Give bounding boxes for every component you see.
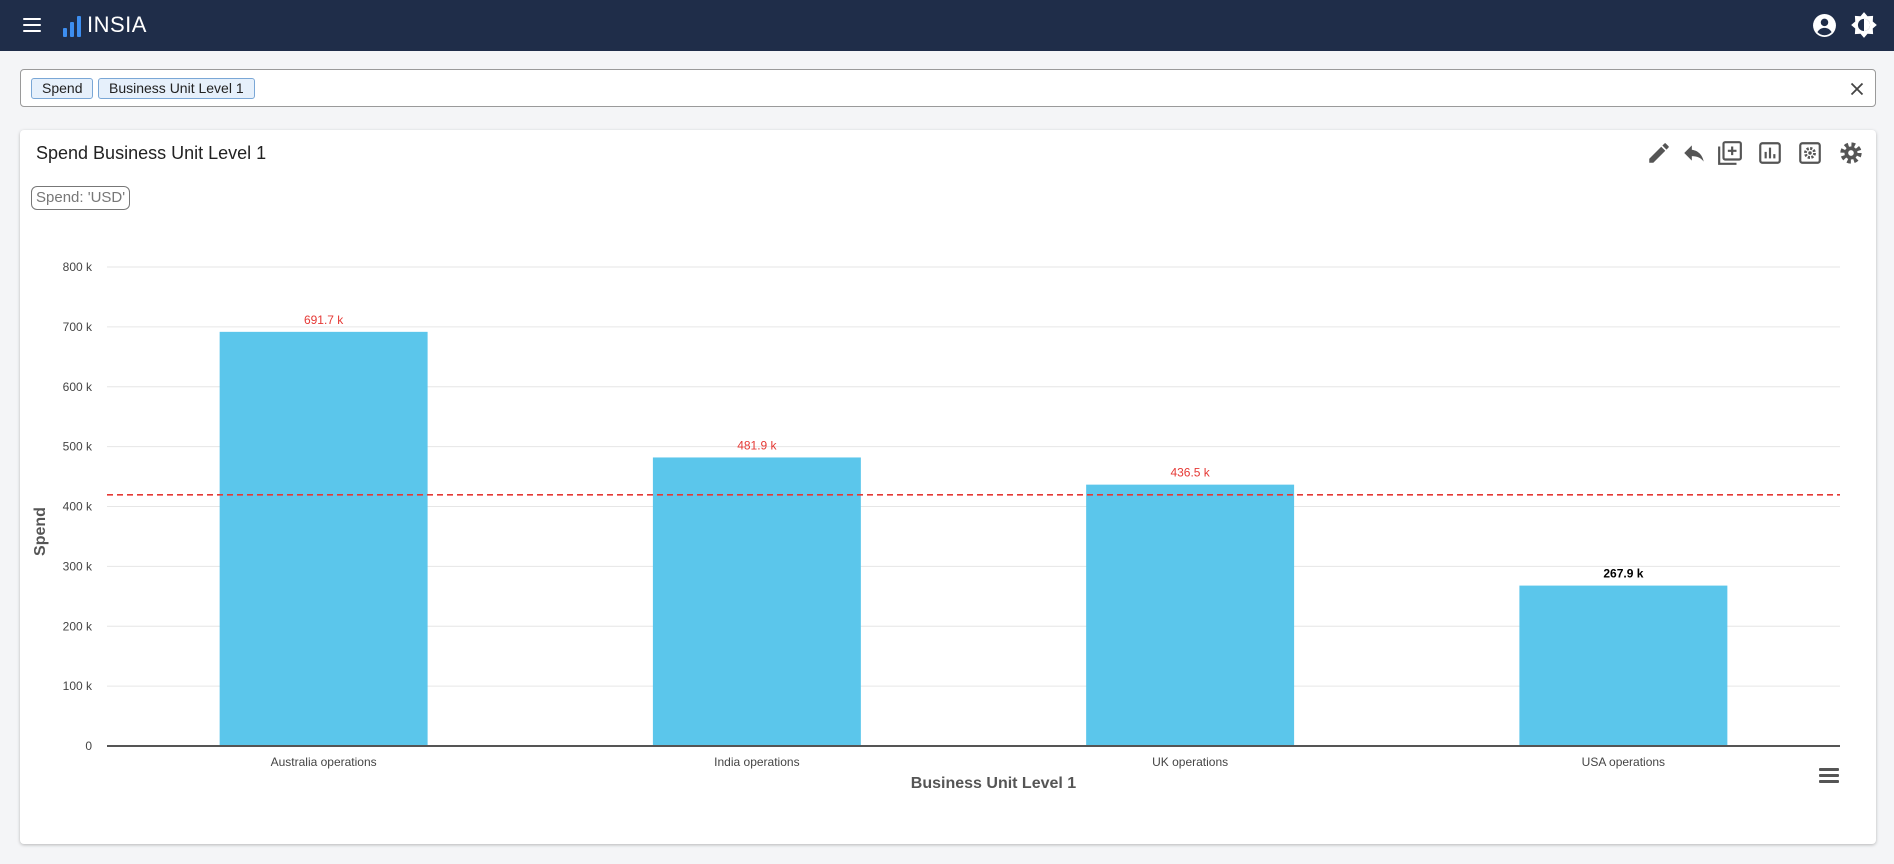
y-tick-label: 100 k — [63, 679, 93, 693]
chart-card: Spend Business Unit Level 1 Spend: 'USD'… — [20, 130, 1876, 844]
brightness-icon[interactable] — [1850, 11, 1878, 39]
top-app-bar: INSIA — [0, 0, 1894, 51]
settings-box-icon[interactable] — [1797, 140, 1823, 166]
data-label: 691.7 k — [304, 313, 344, 327]
bar-chart-icon[interactable] — [1757, 140, 1783, 166]
y-tick-label: 200 k — [63, 619, 93, 633]
search-bar[interactable]: Spend Business Unit Level 1 — [20, 69, 1876, 107]
y-tick-label: 800 k — [63, 260, 93, 274]
x-tick-label: Australia operations — [271, 755, 377, 769]
y-tick-label: 400 k — [63, 500, 93, 514]
data-label: 481.9 k — [737, 438, 777, 452]
card-title: Spend Business Unit Level 1 — [36, 143, 267, 163]
chart-bar — [652, 457, 861, 746]
menu-icon[interactable] — [20, 14, 44, 36]
bar-chart: 0 100 k 200 k 300 k 400 k 500 k 600 k 700 k 800 … — [32, 260, 1840, 792]
chart-bar — [1519, 585, 1728, 746]
account-circle-icon[interactable] — [1812, 13, 1837, 38]
add-box-icon[interactable] — [1717, 140, 1743, 166]
y-tick-label: 600 k — [63, 380, 93, 394]
x-tick-label: UK operations — [1152, 755, 1228, 769]
y-tick-label: 0 — [85, 739, 92, 753]
bar-chart-logo-icon — [63, 15, 81, 37]
spend-currency-badge: Spend: 'USD' — [31, 186, 131, 210]
data-label: 436.5 k — [1170, 466, 1210, 480]
x-tick-label: USA operations — [1582, 755, 1665, 769]
reply-icon[interactable] — [1681, 140, 1707, 166]
y-tick-label: 500 k — [63, 440, 93, 454]
hamburger-icon[interactable] — [1818, 766, 1840, 786]
y-axis-title: Spend — [32, 507, 49, 556]
search-chip-business-unit[interactable]: Business Unit Level 1 — [98, 78, 255, 99]
data-label: 267.9 k — [1603, 567, 1643, 581]
app-logo[interactable]: INSIA — [63, 13, 147, 37]
gear-icon[interactable] — [1838, 140, 1864, 166]
x-axis-title: Business Unit Level 1 — [911, 775, 1076, 792]
y-tick-label: 300 k — [63, 559, 93, 573]
x-tick-label: India operations — [714, 755, 799, 769]
search-chip-spend[interactable]: Spend — [31, 78, 94, 99]
chart-bar — [219, 331, 428, 746]
close-icon[interactable] — [1847, 79, 1867, 99]
chart-bar — [1086, 484, 1295, 746]
app-name: INSIA — [87, 12, 147, 37]
pencil-icon[interactable] — [1646, 140, 1672, 166]
y-tick-label: 700 k — [63, 320, 93, 334]
